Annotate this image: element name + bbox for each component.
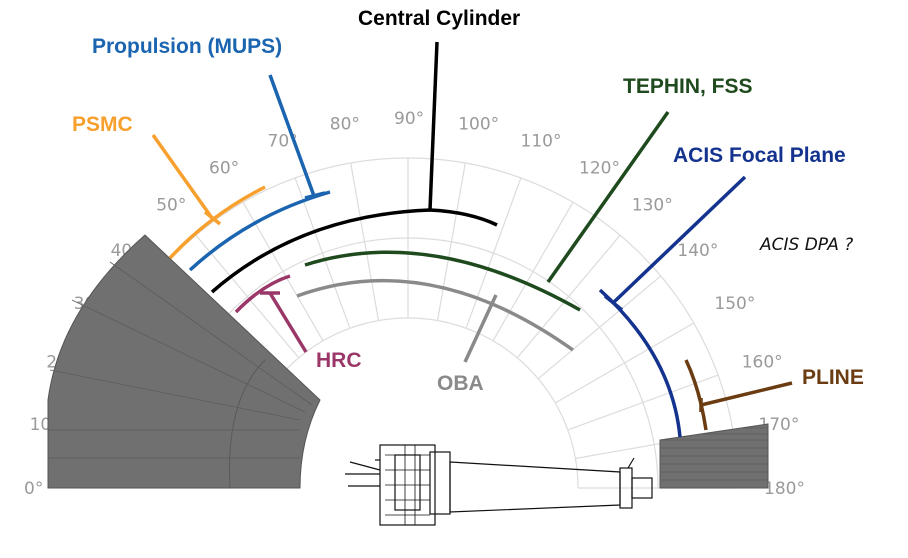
angle-tick-label: 50°: [156, 196, 186, 216]
telescope-outline: [345, 444, 653, 526]
tephin-arc: [304, 250, 581, 312]
angle-tick-label: 90°: [394, 109, 424, 129]
angle-tick-label: 160°: [742, 353, 783, 373]
angle-tick-label: 80°: [330, 115, 360, 135]
angle-tick-label: 100°: [458, 115, 499, 135]
angle-tick-label: 0°: [24, 479, 43, 499]
label-oba: OBA: [437, 372, 484, 395]
component-labels: PSMC Propulsion (MUPS) Central Cylinder …: [72, 7, 864, 395]
acis-focal-plane-leader: [612, 175, 747, 304]
angle-tick-label: 110°: [521, 131, 562, 151]
label-pline: PLINE: [802, 366, 864, 389]
label-mups: Propulsion (MUPS): [92, 35, 282, 58]
label-psmc: PSMC: [72, 113, 133, 136]
angle-tick-label: 130°: [632, 196, 673, 216]
angle-tick-label: 170°: [758, 415, 799, 435]
label-tephin: TEPHIN, FSS: [623, 75, 753, 98]
angle-tick-label: 120°: [579, 159, 620, 179]
acis-focal-plane-arc: [598, 288, 682, 438]
angle-tick-label: 140°: [677, 241, 718, 261]
pline-arc: [684, 359, 708, 431]
hrc-arc: [234, 274, 291, 314]
label-acis-focal-plane: ACIS Focal Plane: [673, 144, 846, 167]
tephin-leader: [546, 110, 670, 284]
component-arcs: [151, 41, 793, 438]
label-acis-dpa: ACIS DPA ?: [759, 235, 853, 255]
forbidden-zone-right: [659, 423, 769, 489]
oba-leader: [463, 294, 498, 363]
angle-tick-label: 180°: [764, 479, 805, 499]
angle-tick-label: 150°: [714, 294, 755, 314]
forbidden-zone-left: [47, 234, 321, 489]
central-cylinder-arc: [210, 208, 498, 294]
central-cylinder-leader: [428, 41, 439, 211]
angle-tick-label: 70°: [268, 131, 298, 151]
psmc-leader: [151, 133, 214, 220]
pline-leader: [700, 381, 793, 407]
hrc-leader: [268, 292, 308, 353]
mups-leader: [268, 74, 316, 197]
angle-tick-label: 60°: [209, 159, 239, 179]
label-central-cylinder: Central Cylinder: [358, 7, 520, 30]
label-hrc: HRC: [316, 349, 362, 372]
oba-arc: [296, 278, 575, 352]
